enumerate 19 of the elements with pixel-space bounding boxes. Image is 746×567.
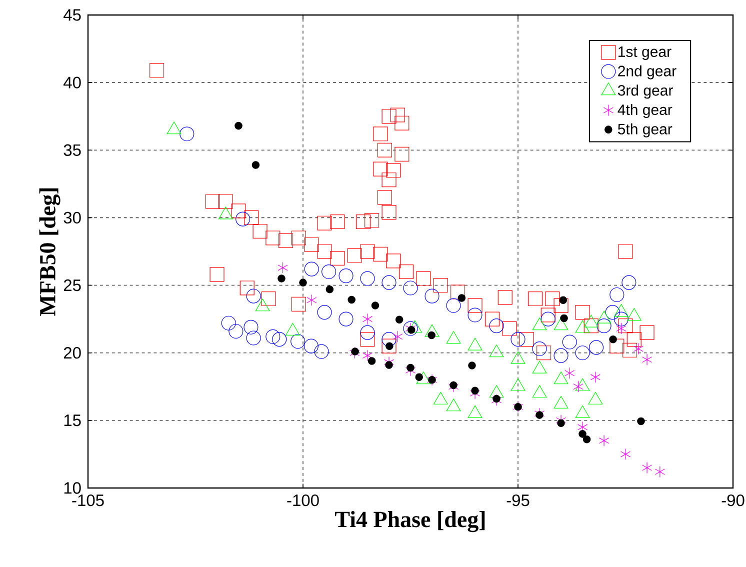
legend-label: 2nd gear — [618, 65, 676, 80]
legend-label: 1st gear — [618, 46, 672, 60]
y-tick-label: 40 — [64, 76, 81, 88]
x-tick-label: -95 — [506, 494, 530, 506]
y-tick-label: 25 — [64, 279, 81, 292]
legend-label: 5th gear — [618, 123, 672, 138]
y-tick-label: 30 — [64, 212, 81, 224]
x-axis-title: Ti4 Phase [deg] — [335, 511, 485, 532]
x-tick-label: -100 — [287, 494, 319, 506]
y-tick-label: 35 — [64, 144, 81, 156]
x-tick-label: -90 — [722, 494, 744, 506]
legend-label: 3rd gear — [618, 84, 673, 99]
y-tick-label: 45 — [64, 9, 81, 21]
y-tick-label: 15 — [64, 414, 81, 426]
legend-label: 4th gear — [618, 104, 672, 118]
y-tick-label: 20 — [64, 347, 81, 359]
x-tick-label: -105 — [72, 494, 104, 506]
y-axis-title: MFB50 [deg] — [39, 188, 60, 316]
y-tick-label: 10 — [64, 482, 81, 494]
